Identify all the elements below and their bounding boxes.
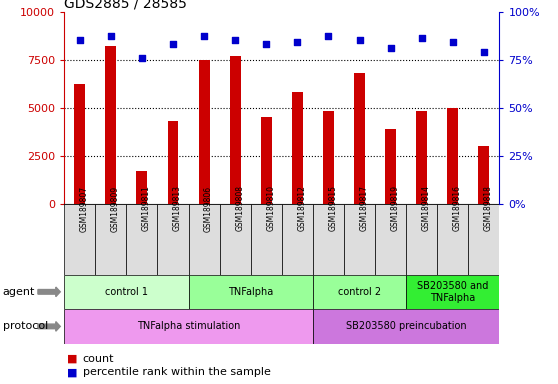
Text: control 2: control 2 [338, 287, 381, 297]
Point [293, 39, 302, 45]
Bar [137, 171, 147, 204]
Point [448, 39, 457, 45]
Point [355, 37, 364, 43]
Text: SB203580 preincubation: SB203580 preincubation [346, 321, 466, 331]
Bar [282, 204, 313, 275]
Bar [167, 121, 179, 204]
Text: count: count [83, 354, 114, 364]
Text: GSM189815: GSM189815 [329, 185, 338, 232]
Point [479, 49, 488, 55]
Bar [261, 117, 272, 204]
Bar [230, 56, 240, 204]
Bar [220, 204, 251, 275]
Text: ■: ■ [67, 367, 78, 377]
Bar [313, 204, 344, 275]
Point [137, 55, 146, 61]
Bar [251, 204, 282, 275]
Bar [478, 146, 489, 204]
Bar [344, 204, 375, 275]
Text: percentile rank within the sample: percentile rank within the sample [83, 367, 271, 377]
Bar [448, 108, 458, 204]
Bar [199, 60, 209, 204]
Bar [74, 84, 85, 204]
Text: GSM189810: GSM189810 [266, 185, 275, 232]
Bar [126, 204, 157, 275]
Text: GSM189816: GSM189816 [453, 185, 462, 232]
Bar [105, 46, 116, 204]
Text: GSM189812: GSM189812 [297, 185, 306, 232]
Text: TNFalpha: TNFalpha [228, 287, 273, 297]
Bar [354, 73, 365, 204]
Bar [406, 204, 437, 275]
Text: GSM189808: GSM189808 [235, 185, 244, 232]
Text: GSM189807: GSM189807 [80, 185, 89, 232]
Bar [313, 309, 499, 344]
Point [386, 45, 395, 51]
Text: control 1: control 1 [105, 287, 148, 297]
Bar [189, 275, 313, 309]
Bar [323, 111, 334, 204]
Bar [313, 275, 406, 309]
Point [107, 33, 116, 40]
Point [324, 33, 333, 40]
Point [262, 41, 271, 47]
Bar [95, 204, 126, 275]
Point [417, 35, 426, 41]
Bar [437, 204, 468, 275]
Text: GSM189813: GSM189813 [173, 185, 182, 232]
Bar [64, 204, 95, 275]
Bar [468, 204, 499, 275]
Bar [416, 111, 427, 204]
Bar [375, 204, 406, 275]
Text: GSM189819: GSM189819 [391, 185, 400, 232]
Text: GSM189814: GSM189814 [422, 185, 431, 232]
Bar [385, 129, 396, 204]
Text: GSM189806: GSM189806 [204, 185, 213, 232]
Text: SB203580 and
TNFalpha: SB203580 and TNFalpha [417, 281, 488, 303]
Point [75, 37, 84, 43]
Text: GSM189809: GSM189809 [111, 185, 120, 232]
Text: GSM189817: GSM189817 [359, 185, 368, 232]
Point [200, 33, 209, 40]
Text: ■: ■ [67, 354, 78, 364]
Bar [292, 92, 303, 204]
Text: TNFalpha stimulation: TNFalpha stimulation [137, 321, 240, 331]
Point [230, 37, 239, 43]
Point [169, 41, 177, 47]
Bar [189, 204, 220, 275]
Text: protocol: protocol [3, 321, 48, 331]
Bar [157, 204, 189, 275]
Text: GSM189811: GSM189811 [142, 185, 151, 232]
Bar [64, 275, 189, 309]
Bar [406, 275, 499, 309]
Bar [64, 309, 313, 344]
Text: GDS2885 / 28585: GDS2885 / 28585 [64, 0, 187, 10]
Text: GSM189818: GSM189818 [484, 185, 493, 232]
Text: agent: agent [3, 287, 35, 297]
